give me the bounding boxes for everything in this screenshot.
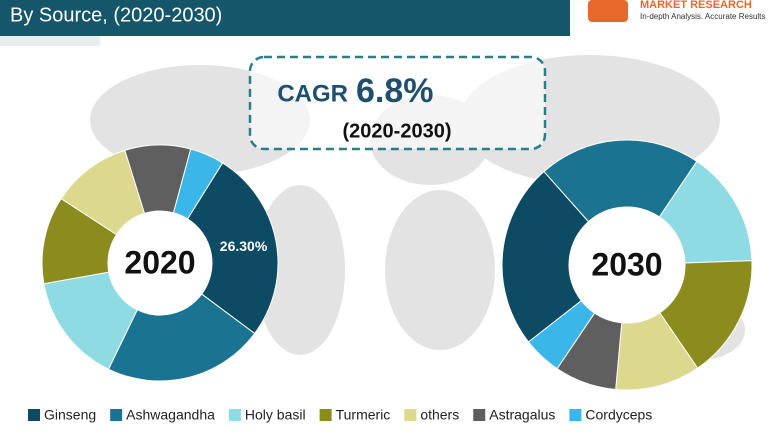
legend-swatch <box>319 409 332 421</box>
cagr-period: (2020-2030) <box>343 120 452 142</box>
brand: MARKET RESEARCH <box>640 0 752 11</box>
tagline: In-depth Analysis. Accurate Results <box>640 12 765 21</box>
legend-label: others <box>420 407 459 423</box>
legend-swatch <box>473 409 486 421</box>
title: By Source, (2020-2030) <box>10 4 222 26</box>
legend-label: Ginseng <box>44 407 96 423</box>
cagr-label: CAGR <box>277 80 348 107</box>
legend-label: Cordyceps <box>585 407 652 423</box>
legend-label: Turmeric <box>336 407 391 423</box>
legend-swatch <box>110 409 123 421</box>
legend-label: Astragalus <box>489 407 555 423</box>
cagr-box <box>248 55 547 151</box>
legend-swatch <box>28 409 40 421</box>
donut-segment <box>527 300 596 370</box>
donut-segment <box>543 139 698 223</box>
donut-segment <box>501 170 590 343</box>
logo <box>588 0 628 22</box>
center-label: 2030 <box>591 246 662 282</box>
center-label: 2020 <box>124 244 195 280</box>
legend-label: Holy basil <box>245 407 306 423</box>
legend-swatch <box>404 409 417 421</box>
legend-label: Ashwagandha <box>126 407 215 423</box>
data-label: 26.30% <box>220 238 268 254</box>
title-bar <box>0 0 570 36</box>
donut-segment <box>172 148 224 220</box>
donut-segment <box>107 293 256 382</box>
donut-segment <box>186 162 279 335</box>
cagr-value: 6.8% <box>356 72 434 110</box>
legend-swatch <box>228 409 241 421</box>
title-shadow <box>0 36 100 46</box>
legend-swatch <box>569 409 582 421</box>
